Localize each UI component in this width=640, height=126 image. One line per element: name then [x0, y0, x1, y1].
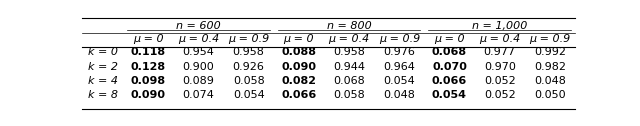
Text: 0.054: 0.054 [432, 90, 467, 100]
Text: 0.970: 0.970 [484, 61, 516, 72]
Text: 0.944: 0.944 [333, 61, 365, 72]
Text: n = 600: n = 600 [176, 21, 221, 31]
Text: 0.050: 0.050 [534, 90, 566, 100]
Text: μ = 0: μ = 0 [284, 34, 314, 44]
Text: 0.088: 0.088 [282, 47, 316, 57]
Text: 0.128: 0.128 [131, 61, 166, 72]
Text: μ = 0: μ = 0 [434, 34, 465, 44]
Text: 0.982: 0.982 [534, 61, 566, 72]
Text: μ = 0.9: μ = 0.9 [228, 34, 269, 44]
Text: 0.074: 0.074 [182, 90, 214, 100]
Text: n = 800: n = 800 [326, 21, 371, 31]
Text: 0.048: 0.048 [383, 90, 415, 100]
Text: 0.058: 0.058 [233, 76, 264, 86]
Text: 0.964: 0.964 [383, 61, 415, 72]
Text: 0.058: 0.058 [333, 90, 365, 100]
Text: 0.066: 0.066 [432, 76, 467, 86]
Text: μ = 0.4: μ = 0.4 [479, 34, 520, 44]
Text: 0.090: 0.090 [131, 90, 166, 100]
Text: μ = 0: μ = 0 [133, 34, 164, 44]
Text: 0.052: 0.052 [484, 90, 516, 100]
Text: 0.090: 0.090 [282, 61, 316, 72]
Text: 0.089: 0.089 [182, 76, 214, 86]
Text: 0.070: 0.070 [432, 61, 467, 72]
Text: 0.054: 0.054 [383, 76, 415, 86]
Text: 0.900: 0.900 [182, 61, 214, 72]
Text: 0.054: 0.054 [233, 90, 264, 100]
Text: k = 2: k = 2 [88, 61, 118, 72]
Text: 0.068: 0.068 [333, 76, 365, 86]
Text: μ = 0.9: μ = 0.9 [529, 34, 570, 44]
Text: 0.958: 0.958 [333, 47, 365, 57]
Text: 0.066: 0.066 [281, 90, 317, 100]
Text: μ = 0.4: μ = 0.4 [178, 34, 219, 44]
Text: 0.118: 0.118 [131, 47, 166, 57]
Text: 0.082: 0.082 [282, 76, 316, 86]
Text: 0.992: 0.992 [534, 47, 566, 57]
Text: k = 4: k = 4 [88, 76, 118, 86]
Text: n = 1,000: n = 1,000 [472, 21, 527, 31]
Text: 0.977: 0.977 [484, 47, 516, 57]
Text: 0.954: 0.954 [182, 47, 214, 57]
Text: μ = 0.4: μ = 0.4 [328, 34, 370, 44]
Text: 0.976: 0.976 [383, 47, 415, 57]
Text: k = 8: k = 8 [88, 90, 118, 100]
Text: 0.958: 0.958 [233, 47, 264, 57]
Text: 0.926: 0.926 [233, 61, 264, 72]
Text: 0.068: 0.068 [432, 47, 467, 57]
Text: 0.098: 0.098 [131, 76, 166, 86]
Text: 0.048: 0.048 [534, 76, 566, 86]
Text: k = 0: k = 0 [88, 47, 118, 57]
Text: 0.052: 0.052 [484, 76, 516, 86]
Text: μ = 0.9: μ = 0.9 [379, 34, 420, 44]
